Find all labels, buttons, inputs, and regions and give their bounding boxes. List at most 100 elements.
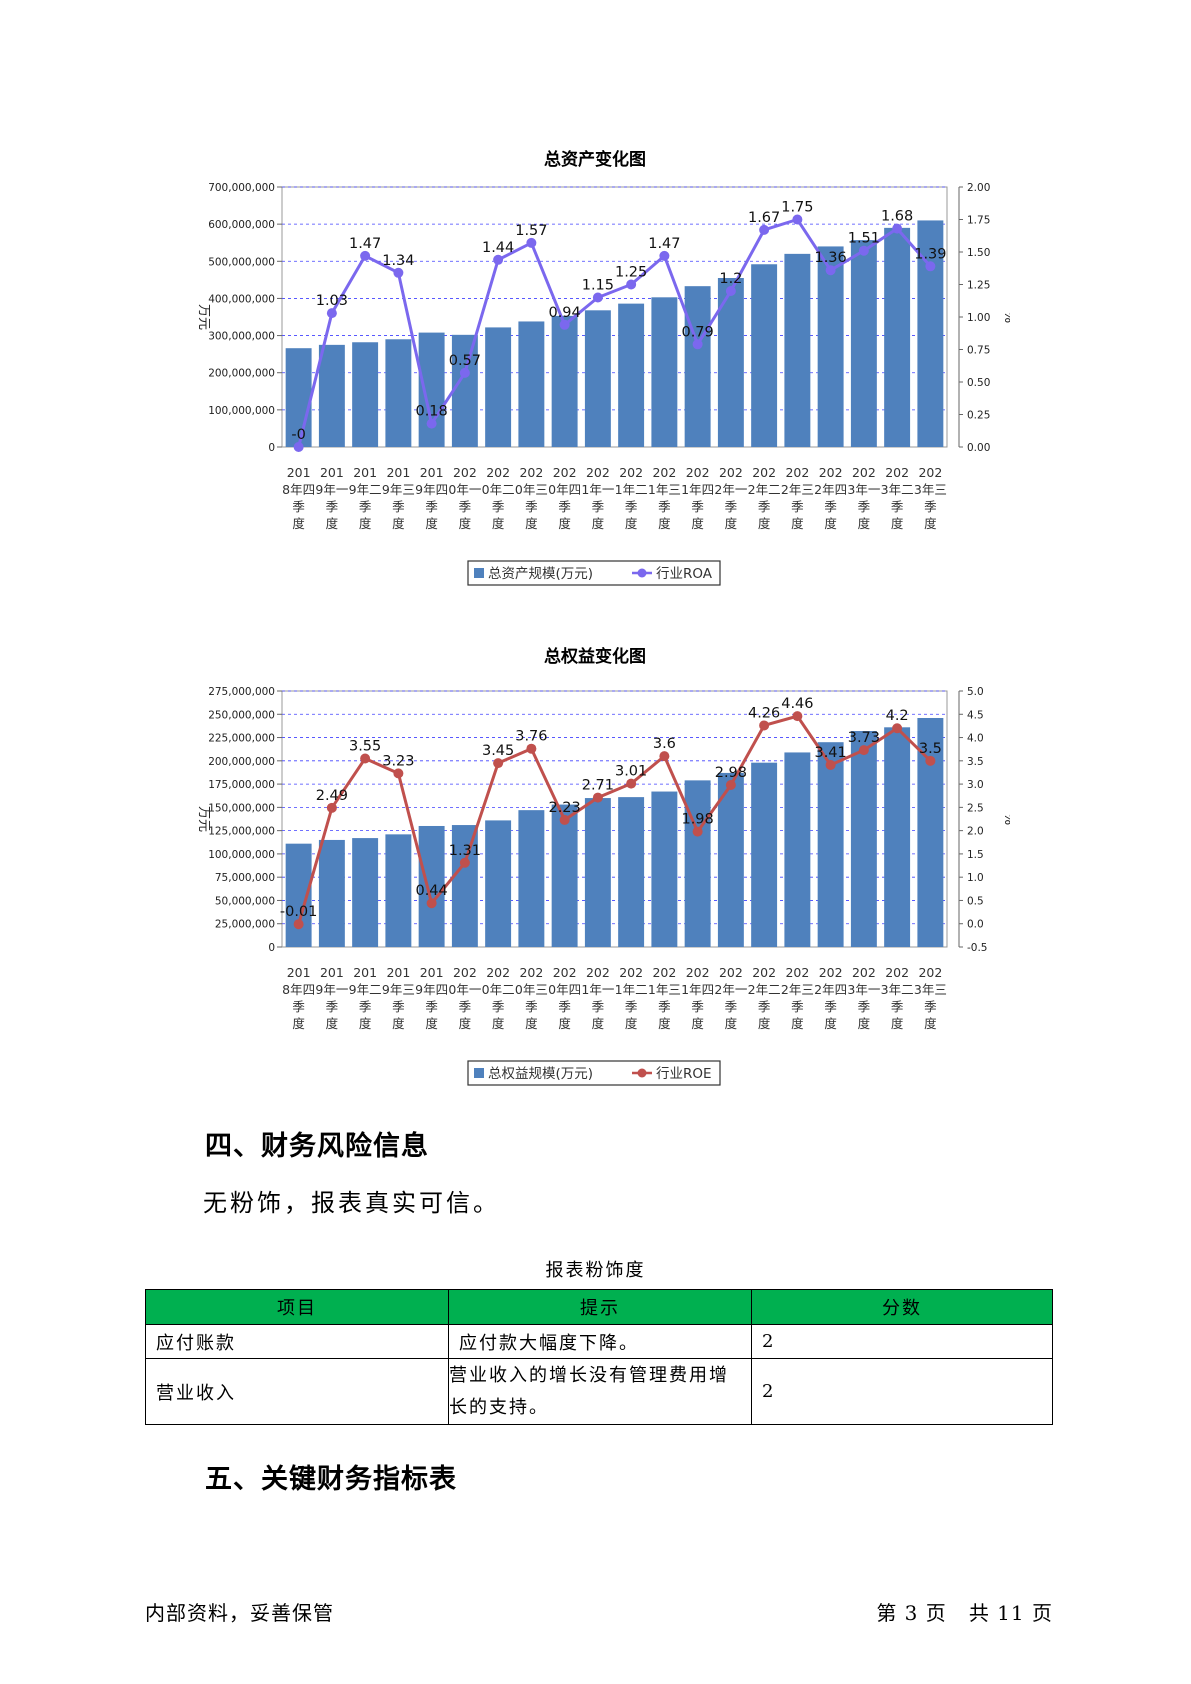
data-label: 1.39: [914, 246, 946, 262]
bar: [618, 797, 645, 947]
line-point: [526, 743, 537, 754]
data-label: 1.15: [582, 278, 614, 294]
line-point: [858, 245, 869, 256]
x-tick-label: 202 0年一季度: [448, 965, 481, 1031]
x-tick-label: 202 3年一季度: [847, 965, 880, 1031]
y2-tick-label: 1.0: [967, 872, 984, 884]
x-tick-label: 201 9年二季度: [349, 465, 382, 531]
assets-chart-svg: 0 100,000,000 200,000,000 300,000,000 400,00…: [196, 182, 1010, 586]
data-label: 1.98: [681, 812, 713, 828]
line-point: [526, 237, 537, 248]
cell-score: 2: [751, 1324, 1053, 1359]
y2-tick-label: 0.0: [967, 919, 984, 931]
x-tick-label: 202 2年三季度: [781, 465, 814, 531]
x-tick-label: 202 3年二季度: [881, 965, 914, 1031]
y2-tick-label: 0.75: [967, 345, 990, 357]
x-tick-label: 202 0年三季度: [515, 965, 548, 1031]
line-point: [326, 802, 337, 813]
y-tick-label: 50,000,000: [215, 895, 275, 907]
x-tick-label: 201 8年四季度: [282, 465, 315, 531]
bar: [485, 327, 512, 447]
bar: [584, 310, 611, 447]
data-label: 1.25: [615, 265, 647, 281]
data-label: 0.57: [449, 353, 481, 369]
y2-tick-label: 2.00: [967, 182, 990, 194]
y-tick-label: 100,000,000: [208, 849, 275, 861]
data-label: 3.5: [919, 741, 942, 757]
line-point: [493, 758, 504, 769]
legend-line-label: 行业ROE: [656, 1066, 712, 1082]
data-label: 2.71: [582, 778, 614, 794]
y-tick-label: 175,000,000: [208, 779, 275, 791]
data-label: 1.31: [449, 843, 481, 859]
bar: [418, 825, 445, 947]
bar: [385, 339, 412, 447]
footer-left: 内部资料，妥善保管: [145, 1601, 334, 1625]
bar: [717, 772, 744, 947]
bar: [451, 825, 478, 947]
data-label: 3.23: [382, 753, 414, 769]
bar: [385, 834, 412, 947]
x-tick-label: 202 3年二季度: [881, 465, 914, 531]
header-score: 分数: [751, 1289, 1053, 1325]
section5-heading: 五、关键财务指标表: [205, 1464, 457, 1495]
data-label: 0.94: [548, 305, 580, 321]
bar: [850, 240, 877, 447]
bar: [884, 727, 911, 947]
series-line: [297, 714, 932, 925]
data-label: 4.26: [748, 705, 780, 721]
data-label: 2.49: [316, 788, 348, 804]
section4-paragraph: 无粉饰，报表真实可信。: [203, 1189, 500, 1217]
x-tick-label: 201 9年一季度: [315, 465, 348, 531]
cell-item: 营业收入: [145, 1358, 449, 1425]
data-label: 1.03: [316, 293, 348, 309]
x-tick-label: 201 9年四季度: [415, 965, 448, 1031]
x-tick-label: 202 0年二季度: [482, 965, 515, 1031]
y2-axis-label: %: [1001, 813, 1010, 825]
bar: [651, 791, 678, 947]
y-tick-label: 0: [268, 442, 275, 454]
header-item: 项目: [145, 1289, 449, 1325]
y-tick-label: 75,000,000: [215, 872, 275, 884]
data-label: 0.79: [681, 324, 713, 340]
data-label: 1.44: [482, 240, 514, 256]
data-label: 1.47: [648, 236, 680, 252]
x-tick-label: 202 1年四季度: [681, 965, 714, 1031]
table-row: 营业收入 营业收入的增长没有管理费用增长的支持。 2: [145, 1358, 1053, 1425]
cell-hint: 营业收入的增长没有管理费用增长的支持。: [448, 1358, 752, 1425]
line-point: [725, 286, 736, 296]
equity-chart-svg: 0 25,000,000 50,000,000 75,000,000 100,000,0…: [196, 686, 1010, 1086]
y-tick-label: 200,000,000: [208, 368, 275, 380]
legend-bar-label: 总资产规模(万元): [488, 566, 593, 582]
line-point: [792, 711, 803, 722]
legend-box: [467, 1060, 721, 1086]
x-tick-label: 201 9年四季度: [415, 465, 448, 531]
data-label: 3.55: [349, 738, 381, 754]
y-tick-label: 225,000,000: [208, 733, 275, 745]
line-point: [825, 265, 836, 276]
bar: [318, 344, 345, 447]
line-point: [459, 367, 470, 378]
footer-right: 第 3 页 共 11 页: [876, 1601, 1053, 1625]
x-tick-label: 201 9年一季度: [315, 965, 348, 1031]
y-tick-label: 600,000,000: [208, 219, 275, 231]
cell-hint: 应付款大幅度下降。: [448, 1324, 752, 1359]
y2-tick-label: 3.5: [967, 756, 984, 768]
x-tick-label: 202 0年四季度: [548, 465, 581, 531]
bar: [850, 731, 877, 947]
y2-tick-label: 1.50: [967, 247, 990, 259]
line-point: [592, 792, 603, 803]
bar: [518, 321, 545, 447]
bar: [352, 342, 379, 447]
x-tick-label: 202 0年一季度: [448, 465, 481, 531]
bar: [352, 838, 379, 947]
y-tick-label: 300,000,000: [208, 331, 275, 343]
line-point: [759, 720, 770, 731]
cell-item: 应付账款: [145, 1324, 449, 1359]
y-tick-label: 250,000,000: [208, 709, 275, 721]
data-label: 3.73: [848, 730, 880, 746]
line-point: [892, 723, 903, 734]
line-point: [725, 780, 736, 791]
data-label: 1.47: [349, 236, 381, 252]
data-label: 3.45: [482, 743, 514, 759]
